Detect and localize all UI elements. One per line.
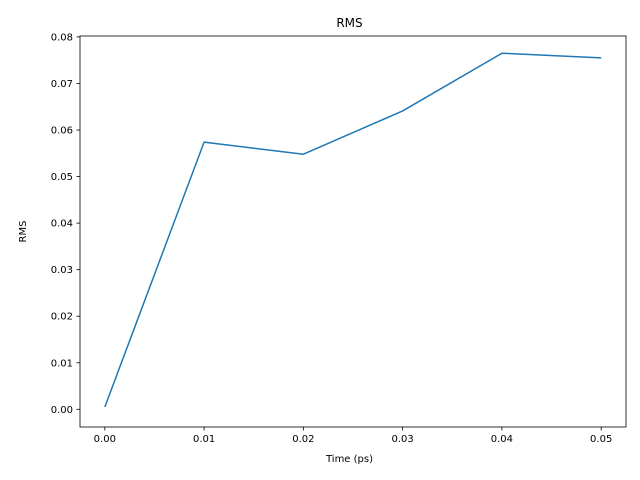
series-line-0 [104, 52, 602, 408]
x-tick-label-5: 0.05 [590, 434, 612, 445]
y-tick-label-2: 0.02 [51, 312, 73, 323]
x-tick-label-0: 0.00 [94, 434, 116, 445]
x-tick-label-4: 0.04 [491, 434, 513, 445]
x-axis-title: Time (ps) [325, 454, 373, 465]
chart-title: RMS [336, 16, 362, 30]
y-tick-label-5: 0.05 [51, 172, 73, 183]
y-axis-title: RMS [18, 221, 29, 243]
y-tick-label-1: 0.01 [51, 358, 73, 369]
plot-area: 0.00 0.01 0.02 0.03 0.04 0.05 0.00 0.01 0.02 0.03… [51, 32, 627, 445]
x-tick-label-3: 0.03 [392, 434, 414, 445]
x-tick-label-2: 0.02 [292, 434, 314, 445]
x-tick-label-1: 0.01 [193, 434, 215, 445]
y-tick-label-8: 0.08 [51, 32, 73, 43]
y-tick-label-7: 0.07 [51, 79, 73, 90]
y-tick-label-6: 0.06 [51, 126, 73, 137]
y-tick-label-4: 0.04 [51, 219, 73, 230]
axes-frame [79, 35, 627, 428]
y-tick-label-3: 0.03 [51, 265, 73, 276]
y-tick-label-0: 0.00 [51, 405, 73, 416]
